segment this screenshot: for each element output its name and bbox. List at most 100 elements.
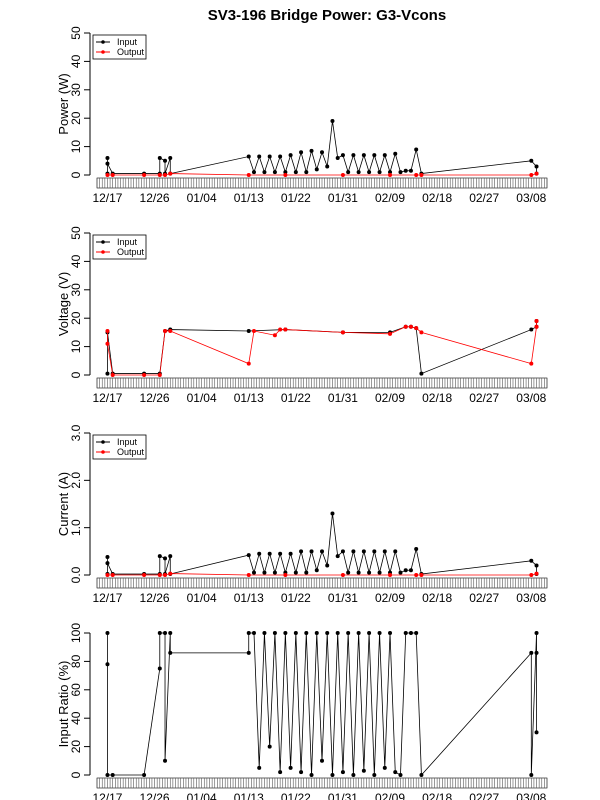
data-point [351, 549, 356, 554]
data-point [346, 570, 351, 575]
data-point [278, 327, 283, 332]
data-point [408, 568, 413, 573]
data-point [278, 770, 283, 775]
x-tick-label: 01/13 [234, 191, 264, 205]
data-point [382, 765, 387, 770]
data-point [304, 170, 309, 175]
data-point [157, 373, 162, 377]
data-point [414, 573, 419, 577]
y-tick-label: 40 [69, 711, 83, 725]
x-tick-label: 02/09 [375, 791, 405, 800]
data-point [304, 631, 309, 635]
data-point [304, 570, 309, 575]
data-point [288, 153, 293, 158]
data-point [408, 168, 413, 173]
data-point [110, 373, 115, 377]
data-point [293, 170, 298, 175]
y-axis-title: Voltage (V) [56, 272, 71, 336]
data-point [534, 571, 539, 576]
legend-label: Input [117, 437, 138, 447]
data-point [340, 549, 345, 554]
data-point [163, 173, 168, 177]
y-tick-label: 10 [69, 140, 83, 154]
data-point [142, 173, 147, 177]
x-tick-label: 01/22 [281, 391, 311, 405]
x-tick-marks [96, 178, 548, 188]
data-point [299, 770, 304, 775]
data-point [267, 154, 272, 159]
x-tick-marks [96, 578, 548, 588]
data-point [105, 573, 110, 577]
data-point [168, 171, 173, 176]
legend-swatch-point [101, 440, 105, 444]
data-point [340, 173, 345, 177]
series-ratio [105, 631, 539, 777]
data-point [534, 171, 539, 176]
data-point [142, 373, 147, 377]
data-point [325, 563, 330, 568]
data-point [267, 551, 272, 556]
x-tick-label: 01/13 [234, 391, 264, 405]
data-point [529, 173, 534, 177]
data-point [157, 573, 162, 577]
data-point [534, 650, 539, 655]
data-point [157, 173, 162, 177]
data-point [168, 650, 173, 655]
x-tick-label: 02/18 [422, 791, 452, 800]
data-point [414, 631, 419, 635]
data-point [105, 662, 110, 667]
data-point [257, 765, 262, 770]
x-tick-label: 02/27 [469, 791, 499, 800]
data-point [372, 773, 377, 777]
data-point [534, 730, 539, 735]
data-point [278, 551, 283, 556]
data-point [388, 573, 393, 577]
x-tick-label: 01/13 [234, 591, 264, 605]
data-point [142, 573, 147, 577]
data-point [251, 570, 256, 575]
y-tick-label: 30 [69, 83, 83, 97]
x-tick-label: 01/04 [187, 791, 217, 800]
data-point [163, 573, 168, 577]
y-tick-label: 80 [69, 654, 83, 668]
data-point [246, 573, 251, 577]
data-point [340, 330, 345, 335]
data-point [534, 631, 539, 635]
data-point [346, 631, 351, 635]
y-tick-label: 0 [69, 171, 83, 178]
data-point [157, 631, 162, 635]
data-point [325, 631, 330, 635]
data-point [309, 549, 314, 554]
x-tick-label: 01/13 [234, 791, 264, 800]
data-point [335, 554, 340, 559]
data-point [398, 170, 403, 175]
data-point [314, 631, 319, 635]
series-line [107, 120, 537, 175]
legend-swatch-point [101, 450, 105, 454]
y-tick-label: 2.0 [69, 472, 83, 489]
x-tick-label: 01/22 [281, 791, 311, 800]
data-point [346, 170, 351, 175]
data-point [163, 758, 168, 763]
data-point [529, 361, 534, 366]
data-point [340, 770, 345, 775]
data-point [267, 744, 272, 749]
data-point [398, 773, 403, 777]
x-tick-label: 12/17 [92, 791, 122, 800]
data-point [246, 173, 251, 177]
data-point [168, 554, 173, 559]
data-point [529, 558, 534, 563]
y-tick-label: 3.0 [69, 424, 83, 441]
data-point [330, 511, 335, 516]
y-tick-label: 0 [69, 771, 83, 778]
data-point [246, 328, 251, 333]
y-tick-label: 10 [69, 340, 83, 354]
data-point [251, 170, 256, 175]
x-tick-label: 01/31 [328, 591, 358, 605]
data-point [330, 773, 335, 777]
data-point [414, 173, 419, 177]
data-point [105, 328, 110, 333]
data-point [367, 631, 372, 635]
data-point [105, 371, 110, 376]
